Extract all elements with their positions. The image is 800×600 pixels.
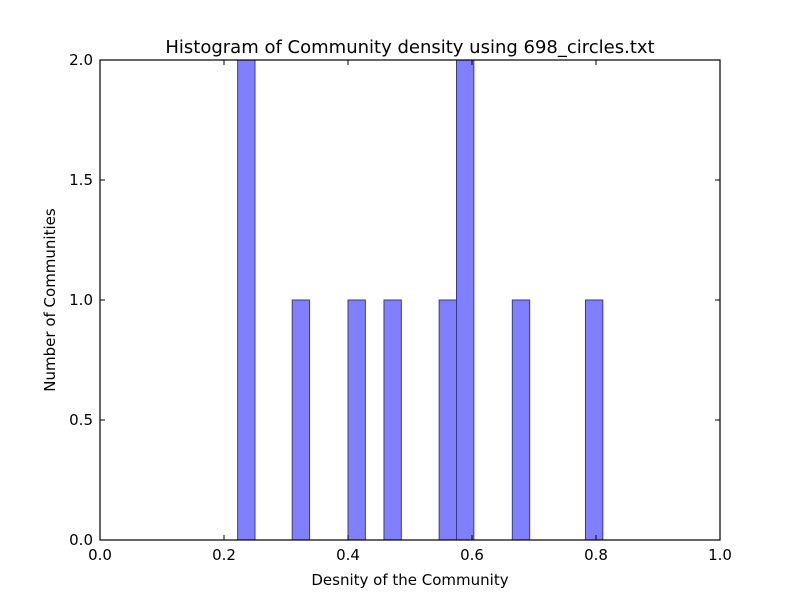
y-tick-label-0: 0.0	[69, 531, 93, 549]
histogram-bar-7	[584, 299, 604, 541]
x-tick-label-1: 0.2	[212, 546, 236, 564]
x-axis-label: Desnity of the Community	[311, 571, 508, 589]
x-tick-label-3: 0.6	[460, 546, 484, 564]
histogram-bar-5	[456, 59, 475, 541]
y-tick-label-1: 0.5	[69, 411, 93, 429]
histogram-bar-4	[438, 299, 458, 541]
x-tick-label-4: 0.8	[584, 546, 608, 564]
bars-group	[237, 59, 604, 541]
histogram-bar-6	[511, 299, 531, 541]
histogram-bar-2	[347, 299, 366, 541]
histogram-bar-3	[383, 299, 402, 541]
x-tick-label-5: 1.0	[708, 546, 732, 564]
x-tick-label-2: 0.4	[336, 546, 360, 564]
y-tick-label-3: 1.5	[69, 171, 93, 189]
y-tick-label-4: 2.0	[69, 51, 93, 69]
chart-title: Histogram of Community density using 698…	[165, 37, 654, 58]
ticks-group: 0.0 0.2 0.4 0.6 0.8 1.0 0.0 0.5 1.0 1.5 2.0	[69, 51, 732, 564]
y-axis-label: Number of Communities	[41, 208, 59, 392]
plot-frame	[99, 59, 721, 541]
x-tick-label-0: 0.0	[88, 546, 112, 564]
histogram-bar-0	[237, 59, 256, 541]
histogram-bar-1	[291, 299, 311, 541]
y-tick-label-2: 1.0	[69, 291, 93, 309]
